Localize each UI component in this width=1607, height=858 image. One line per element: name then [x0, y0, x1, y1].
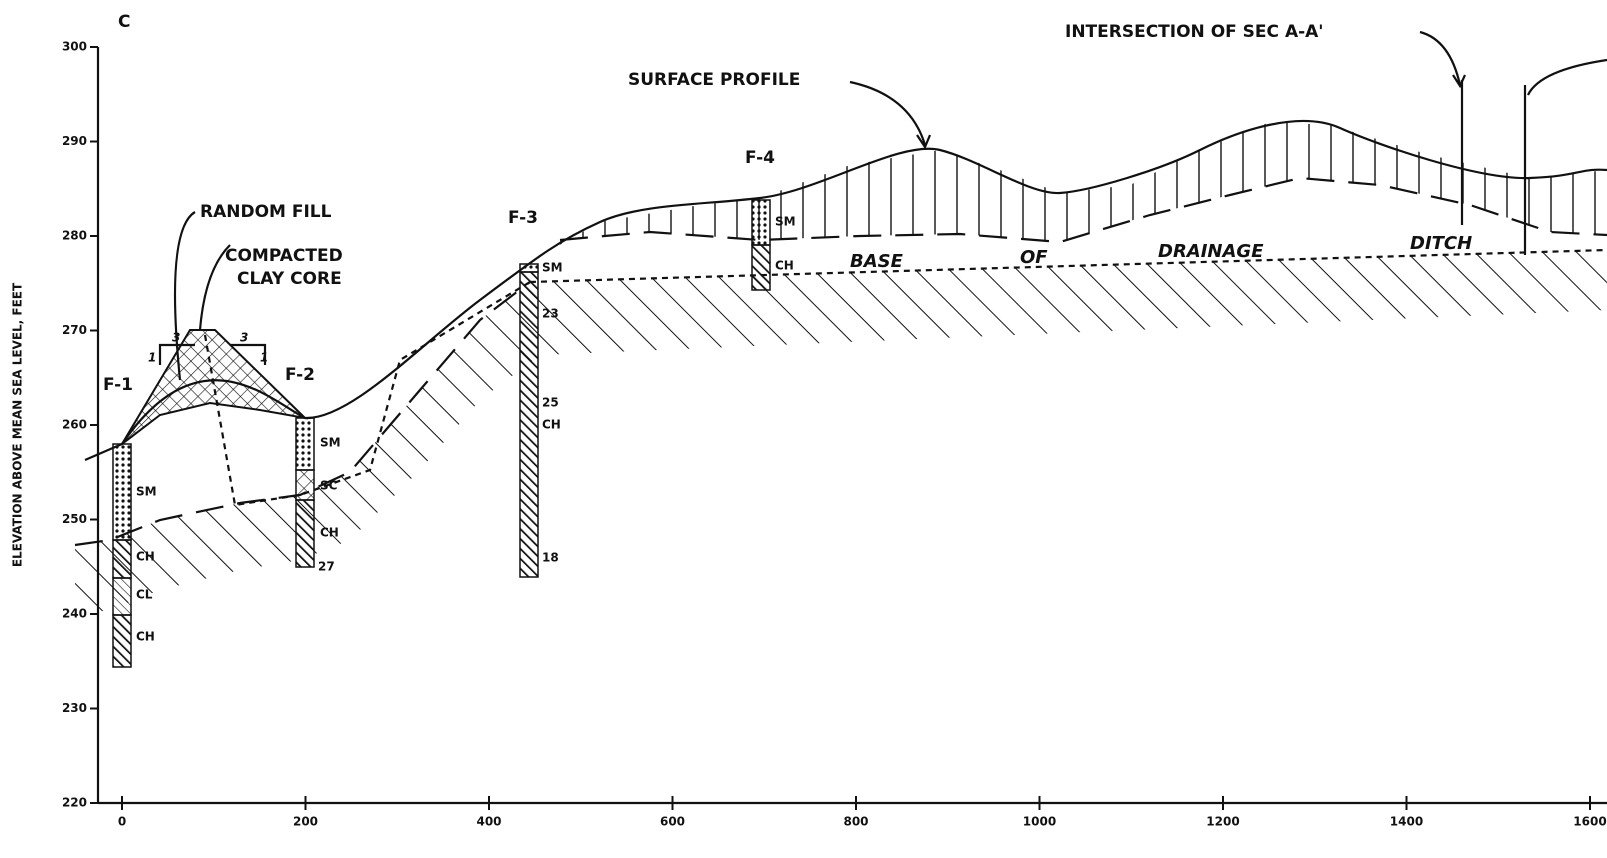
annotation: INTERSECTION OF SEC A-A': [1065, 22, 1324, 42]
y-tick-label: 270: [62, 323, 87, 337]
ditch-label: OF: [1020, 247, 1048, 268]
y-tick-label: 240: [62, 607, 87, 621]
boring-label: F-2: [285, 365, 315, 385]
annotation: SURFACE PROFILE: [628, 70, 800, 90]
boring-label: F-1: [103, 375, 133, 395]
soil-label: SM: [542, 261, 563, 275]
slope-label: 3: [172, 331, 180, 345]
annotation: RANDOM FILL: [200, 202, 332, 222]
boring-f1: [113, 444, 131, 667]
x-tick-label: 600: [660, 815, 685, 829]
x-tick-label: 1200: [1206, 815, 1239, 829]
x-tick-label: 200: [293, 815, 318, 829]
annotation: COMPACTED: [225, 246, 343, 266]
ditch-label: DITCH: [1410, 233, 1472, 254]
soil-label: SC: [320, 479, 338, 493]
arrow: [1420, 32, 1465, 86]
x-tick-label: 1600: [1573, 815, 1606, 829]
slope-label: 3: [240, 331, 248, 345]
x-tick-label: 400: [476, 815, 501, 829]
x-tick-label: 1400: [1390, 815, 1423, 829]
soil-label: CH: [136, 550, 155, 564]
y-tick-label: 280: [62, 229, 87, 243]
depth-mark: 18: [542, 551, 559, 565]
y-tick-label: 260: [62, 418, 87, 432]
section-label: C: [118, 12, 130, 32]
depth-mark: 23: [542, 307, 559, 321]
soil-label: SM: [136, 485, 157, 499]
boring-label: F-3: [508, 208, 538, 228]
depth-mark: 27: [318, 560, 335, 574]
ditch-label: DRAINAGE: [1158, 241, 1264, 262]
soil-label: CH: [320, 526, 339, 540]
x-tick-label: 0: [118, 815, 126, 829]
boring-label: F-4: [745, 148, 775, 168]
boring-f4: [752, 200, 770, 290]
soil-label: CH: [542, 418, 561, 432]
annotation: CLAY CORE: [237, 269, 342, 289]
soil-label: CH: [136, 630, 155, 644]
x-tick-label: 800: [843, 815, 868, 829]
soil-label: CL: [136, 588, 153, 602]
soil-label: CH: [775, 259, 794, 273]
y-tick-label: 290: [62, 134, 87, 148]
boring-f2: [296, 418, 314, 567]
y-tick-label: 300: [62, 40, 87, 54]
slope-label: 1: [260, 351, 268, 365]
x-tick-label: 1000: [1023, 815, 1056, 829]
cross-section: ELEVATION ABOVE MEAN SEA LEVEL, FEET 220…: [0, 0, 1607, 858]
slope-label: 1: [148, 351, 156, 365]
boring-f3: [520, 264, 538, 577]
drawing: [75, 32, 1607, 667]
random-fill: [122, 330, 305, 444]
ditch-label: BASE: [850, 251, 904, 272]
soil-label: SM: [775, 215, 796, 229]
arrow: [850, 82, 930, 147]
y-tick-label: 230: [62, 701, 87, 715]
y-tick-label: 250: [62, 512, 87, 526]
depth-mark: 25: [542, 396, 559, 410]
y-axis-title: ELEVATION ABOVE MEAN SEA LEVEL, FEET: [11, 282, 25, 567]
arrow: [1528, 60, 1607, 95]
y-tick-label: 220: [62, 796, 87, 810]
soil-label: SM: [320, 436, 341, 450]
